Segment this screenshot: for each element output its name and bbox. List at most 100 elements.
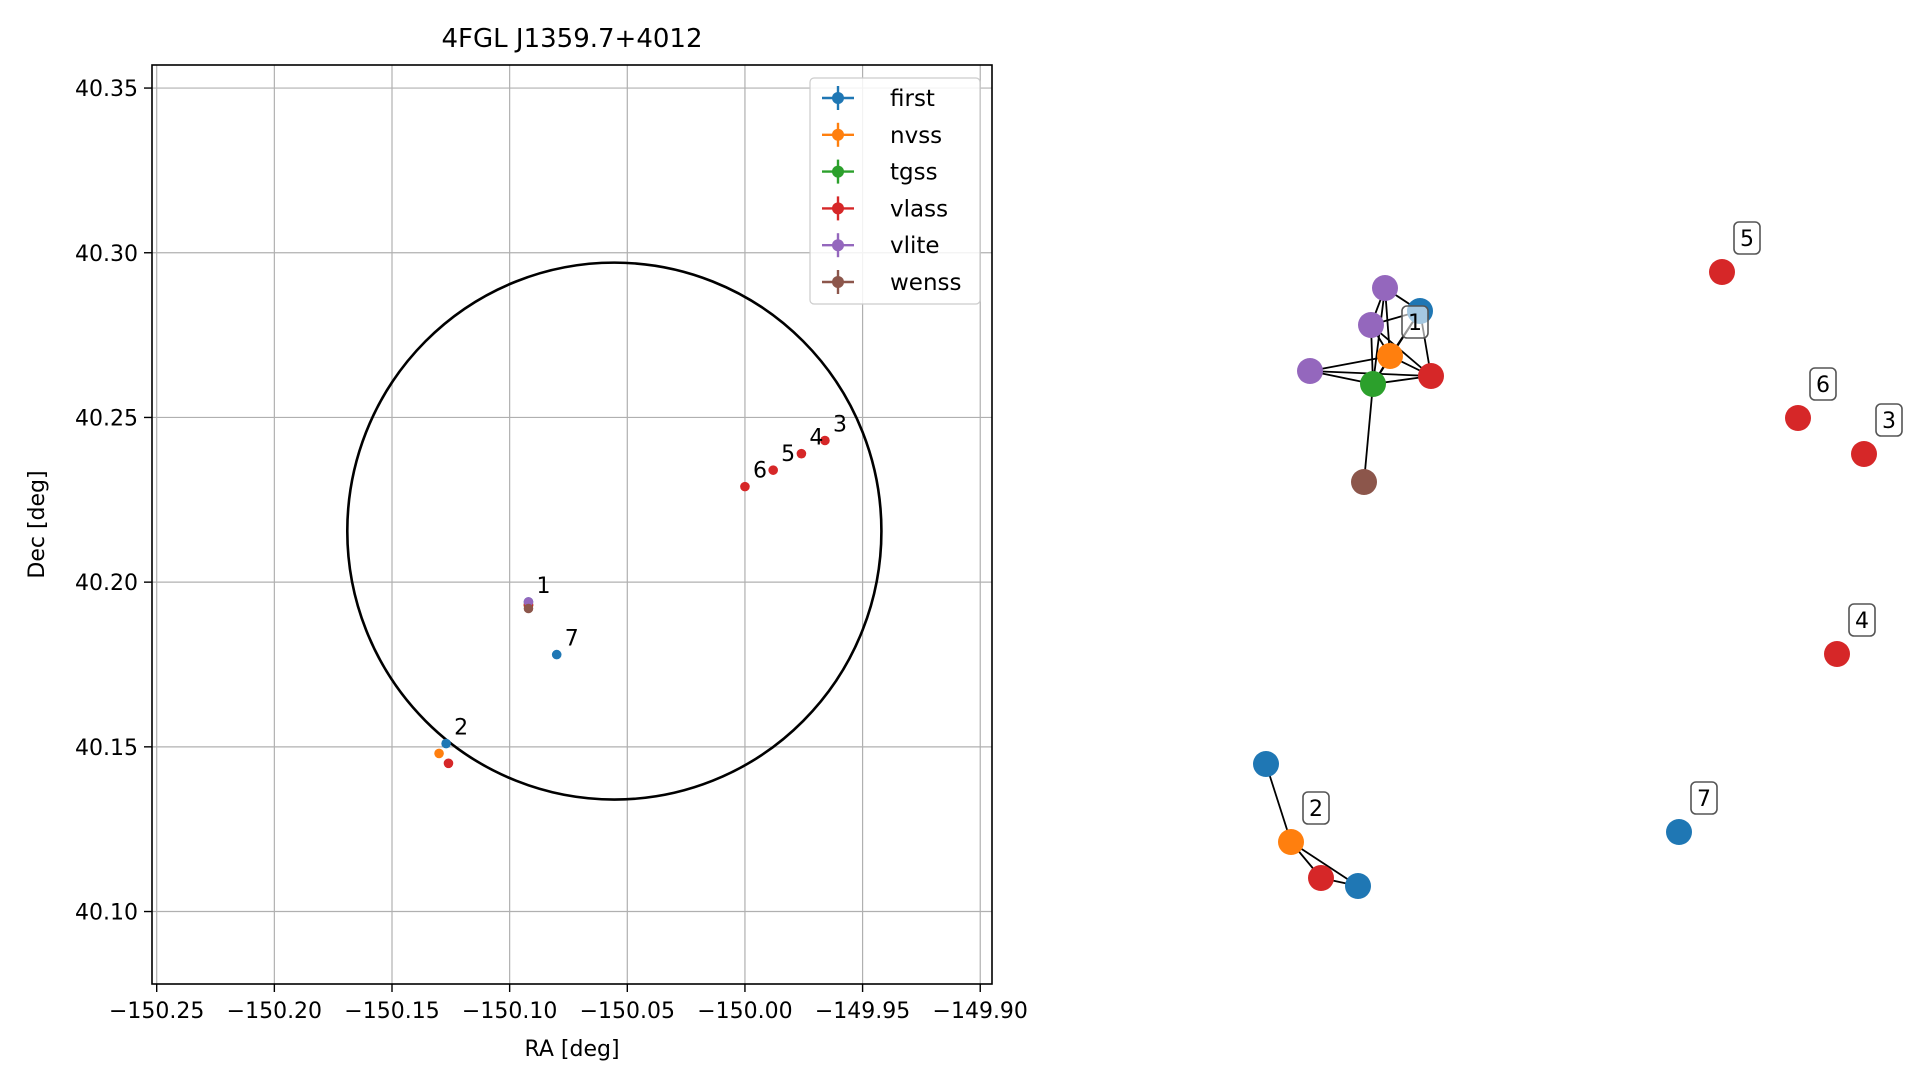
network-node-vlite bbox=[1372, 275, 1398, 301]
label-text: 5 bbox=[1740, 227, 1754, 252]
x-tick-label: −150.10 bbox=[462, 999, 557, 1024]
point-annotation: 7 bbox=[565, 627, 579, 652]
label-box bbox=[1302, 791, 1330, 825]
network-node-vlass bbox=[1824, 641, 1850, 667]
network-edge bbox=[1309, 355, 1391, 372]
network-edge bbox=[1372, 287, 1386, 385]
y-tick-label: 40.10 bbox=[75, 901, 138, 926]
y-tick-label: 40.20 bbox=[75, 571, 138, 596]
network-node-label: 6 bbox=[1809, 367, 1837, 401]
point-annotation: 4 bbox=[809, 426, 823, 451]
label-text: 7 bbox=[1697, 787, 1711, 812]
network-node-vlite bbox=[1358, 312, 1384, 338]
source-point-vlass bbox=[740, 481, 750, 492]
source-point-first bbox=[441, 738, 451, 749]
network-edge bbox=[1290, 841, 1359, 887]
network-node-vlite bbox=[1297, 358, 1323, 384]
source-point-nvss bbox=[434, 748, 444, 759]
network-edge bbox=[1265, 763, 1292, 843]
legend-label: tgss bbox=[890, 160, 938, 186]
label-text: 1 bbox=[1408, 311, 1422, 336]
network-edge bbox=[1363, 383, 1374, 483]
label-box bbox=[1848, 603, 1876, 637]
network-node-vlass bbox=[1709, 259, 1735, 285]
network-node-tgss bbox=[1360, 371, 1386, 397]
point-annotation: 5 bbox=[781, 442, 795, 467]
source-point-vlass bbox=[820, 435, 830, 446]
x-tick-label: −149.90 bbox=[933, 999, 1028, 1024]
source-point-vlass bbox=[768, 465, 778, 475]
label-box bbox=[1875, 403, 1903, 437]
x-tick-label: −150.20 bbox=[227, 999, 322, 1024]
x-tick-label: −149.95 bbox=[815, 999, 910, 1024]
network-panel: 1 2 3 4 5 6 7 bbox=[1253, 221, 1903, 899]
label-text: 6 bbox=[1816, 373, 1830, 398]
legend-label: nvss bbox=[890, 123, 942, 149]
network-node-label: 5 bbox=[1733, 221, 1761, 255]
legend-entry-nvss: nvss bbox=[822, 122, 942, 149]
network-node-vlass bbox=[1308, 865, 1334, 891]
network-node-first bbox=[1253, 751, 1279, 777]
network-labels: 1 2 3 4 5 6 7 bbox=[1302, 221, 1903, 825]
ellipse-layer bbox=[345, 261, 883, 801]
network-node-label: 7 bbox=[1690, 781, 1718, 815]
y-tick-label: 40.25 bbox=[75, 406, 138, 431]
label-box bbox=[1401, 305, 1429, 339]
point-annotation: 2 bbox=[454, 716, 468, 741]
source-point-vlass bbox=[796, 448, 807, 459]
legend-entry-first: first bbox=[822, 86, 935, 112]
network-node-nvss bbox=[1278, 829, 1304, 855]
source-point-first bbox=[551, 649, 562, 660]
y-tick-label: 40.15 bbox=[75, 736, 138, 761]
legend-entry-vlass: vlass bbox=[822, 196, 948, 222]
source-point-wenss bbox=[523, 603, 534, 614]
legend-entry-wenss: wenss bbox=[822, 270, 962, 296]
legend-label: first bbox=[890, 86, 935, 112]
network-node-label: 4 bbox=[1848, 603, 1876, 637]
network-node-label: 1 bbox=[1401, 305, 1429, 339]
label-box bbox=[1733, 221, 1761, 255]
source-point-vlass bbox=[443, 758, 454, 769]
legend-label: vlite bbox=[890, 233, 940, 259]
y-tick-label: 40.35 bbox=[75, 77, 138, 102]
legend: first nvss tgss vlass vlite wenss bbox=[809, 77, 981, 305]
x-tick-label: −150.05 bbox=[580, 999, 675, 1024]
label-text: 2 bbox=[1309, 797, 1323, 822]
legend-entry-tgss: tgss bbox=[822, 159, 938, 186]
point-annotation: 1 bbox=[536, 574, 550, 599]
label-text: 4 bbox=[1855, 609, 1869, 634]
x-tick-label: −150.00 bbox=[697, 999, 792, 1024]
network-node-first bbox=[1345, 873, 1371, 899]
y-axis-label: Dec [deg] bbox=[25, 470, 50, 578]
network-node-label: 2 bbox=[1302, 791, 1330, 825]
network-edges bbox=[1265, 287, 1432, 887]
network-node-vlass bbox=[1851, 441, 1877, 467]
plot-frame bbox=[151, 64, 993, 985]
points-layer bbox=[434, 435, 830, 769]
legend-entry-vlite: vlite bbox=[822, 233, 940, 259]
network-node-nvss bbox=[1377, 343, 1403, 369]
network-node-first bbox=[1666, 819, 1692, 845]
network-node-vlass bbox=[1785, 405, 1811, 431]
x-tick-label: −150.25 bbox=[109, 999, 204, 1024]
label-text: 3 bbox=[1882, 409, 1896, 434]
legend-label: wenss bbox=[890, 270, 962, 296]
network-node-vlass bbox=[1418, 363, 1444, 389]
network-node-label: 3 bbox=[1875, 403, 1903, 437]
network-nodes bbox=[1253, 259, 1877, 899]
point-annotation: 3 bbox=[833, 413, 847, 438]
chart-title: 4FGL J1359.7+4012 bbox=[442, 24, 703, 54]
point-annotation: 6 bbox=[753, 459, 767, 484]
network-node-wenss bbox=[1351, 469, 1377, 495]
source-point-vlite bbox=[523, 597, 534, 607]
x-tick-label: −150.15 bbox=[344, 999, 439, 1024]
legend-label: vlass bbox=[890, 196, 948, 222]
x-ticks: −150.25 −150.20 −150.15 −150.10 −150.05 −150.… bbox=[109, 984, 1028, 1024]
label-box bbox=[1690, 781, 1718, 815]
error-ellipse bbox=[345, 261, 883, 801]
y-tick-label: 40.30 bbox=[75, 242, 138, 267]
label-box bbox=[1809, 367, 1837, 401]
